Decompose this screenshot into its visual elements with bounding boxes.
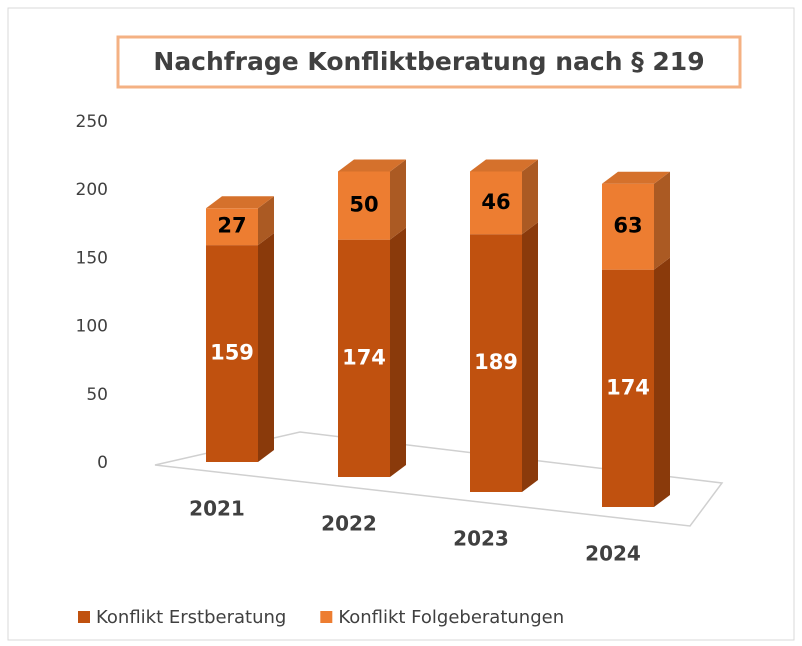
bar-side bbox=[390, 159, 406, 240]
x-tick-label: 2024 bbox=[585, 542, 641, 566]
data-label: 27 bbox=[217, 214, 246, 238]
data-label: 46 bbox=[481, 190, 510, 214]
y-tick-label: 100 bbox=[76, 317, 108, 337]
data-label: 189 bbox=[474, 350, 518, 374]
bar-side bbox=[522, 159, 538, 235]
bar-segment bbox=[470, 234, 522, 493]
bar-segment bbox=[470, 171, 522, 235]
legend-label: Konflikt Erstberatung bbox=[96, 607, 286, 628]
bar-side bbox=[522, 222, 538, 493]
bar-segment bbox=[206, 245, 258, 462]
title-box bbox=[116, 35, 742, 89]
bar-side bbox=[654, 257, 670, 507]
legend-swatch bbox=[320, 611, 333, 623]
legend-swatch bbox=[78, 611, 90, 623]
data-label: 174 bbox=[342, 345, 386, 369]
legend-label: Konflikt Folgeberatungen bbox=[338, 607, 564, 628]
bar-top bbox=[338, 159, 406, 172]
bar-segment bbox=[338, 239, 390, 477]
x-tick-label: 2021 bbox=[189, 497, 245, 521]
bar-side bbox=[258, 233, 274, 462]
bar-top bbox=[206, 196, 274, 209]
chart-title: Nachfrage Konfliktberatung nach § 219 bbox=[153, 47, 704, 76]
x-tick-label: 2022 bbox=[321, 512, 377, 536]
bar-segment bbox=[602, 183, 654, 270]
data-label: 159 bbox=[210, 341, 254, 365]
y-tick-label: 150 bbox=[76, 248, 108, 268]
data-label: 63 bbox=[613, 214, 642, 238]
bar-segment bbox=[206, 208, 258, 246]
bar-segment bbox=[338, 171, 390, 240]
y-tick-label: 200 bbox=[76, 180, 108, 200]
bar-side bbox=[390, 227, 406, 477]
bar-side bbox=[258, 196, 274, 246]
y-tick-label: 250 bbox=[76, 112, 108, 132]
data-label: 174 bbox=[606, 375, 650, 399]
bar-side bbox=[654, 171, 670, 270]
bar-segment bbox=[602, 269, 654, 507]
bar-top bbox=[602, 171, 670, 184]
y-tick-label: 0 bbox=[97, 453, 108, 473]
x-tick-label: 2023 bbox=[453, 527, 509, 551]
bar-top bbox=[470, 159, 538, 172]
y-tick-label: 50 bbox=[86, 385, 108, 405]
data-label: 50 bbox=[349, 193, 378, 217]
